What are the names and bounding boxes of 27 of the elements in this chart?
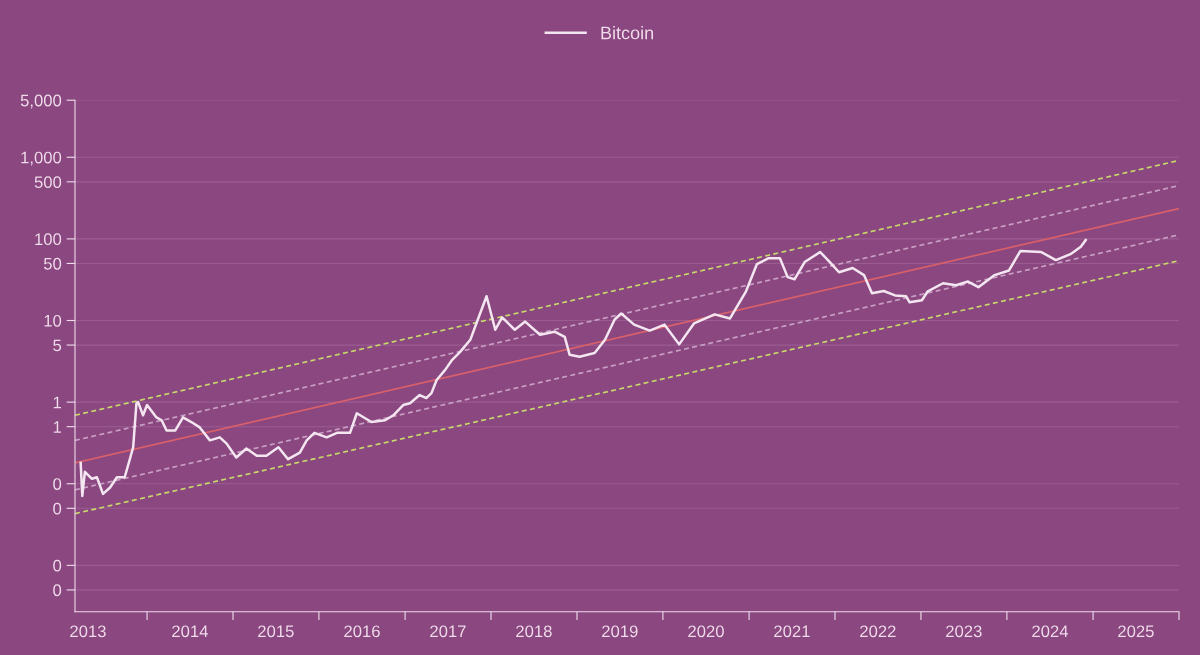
y-tick-label: 5 xyxy=(53,339,62,352)
x-tick-label: 2023 xyxy=(946,625,982,638)
x-tick-label: 2021 xyxy=(774,625,810,638)
y-tick-label: 10 xyxy=(44,314,62,327)
x-tick-label: 2022 xyxy=(860,625,896,638)
x-tick-label: 2017 xyxy=(430,625,466,638)
x-tick-label: 2019 xyxy=(602,625,638,638)
y-tick-label: 0 xyxy=(53,478,62,490)
legend-label: Bitcoin xyxy=(601,26,654,40)
y-tick-label: 1 xyxy=(53,421,61,433)
y-tick-label: 0 xyxy=(53,559,62,572)
x-tick-label: 2024 xyxy=(1032,625,1069,638)
x-tick-label: 2020 xyxy=(688,625,724,638)
x-tick-label: 2015 xyxy=(258,625,294,638)
y-tick-label: 5,000 xyxy=(20,94,62,109)
y-tick-label: 50 xyxy=(43,257,62,270)
x-tick-label: 2013 xyxy=(70,625,106,638)
x-tick-label: 2014 xyxy=(172,625,208,638)
x-tick-label: 2016 xyxy=(344,625,380,638)
y-tick-label: 100 xyxy=(35,233,62,246)
y-tick-label: 500 xyxy=(34,176,62,189)
x-tick-label: 2025 xyxy=(1118,625,1154,638)
y-tick-label: 1 xyxy=(53,396,61,409)
x-tick-label: 2018 xyxy=(516,625,552,638)
y-tick-label: 1,000 xyxy=(21,151,62,166)
y-tick-label: 0 xyxy=(53,584,62,597)
y-tick-label: 0 xyxy=(53,502,62,515)
